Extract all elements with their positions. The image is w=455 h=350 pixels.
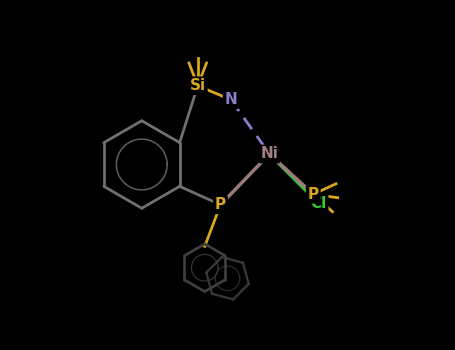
Text: N: N (225, 92, 238, 107)
Text: Si: Si (190, 78, 206, 93)
Text: P: P (308, 187, 319, 202)
Text: P: P (215, 197, 226, 212)
Text: Ni: Ni (261, 147, 278, 161)
Text: Cl: Cl (310, 196, 327, 210)
